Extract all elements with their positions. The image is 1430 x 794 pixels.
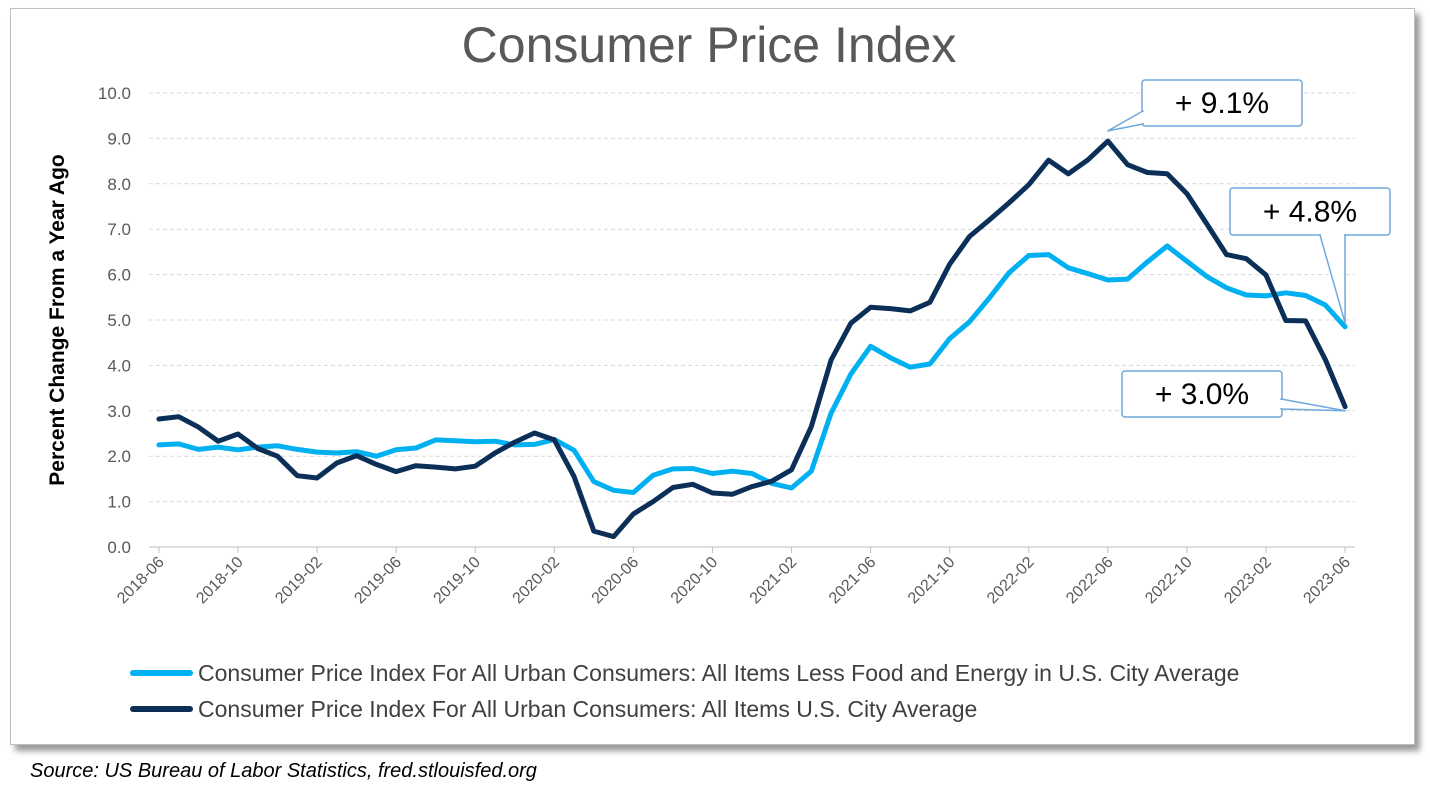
x-tick-label: 2018-10	[193, 554, 247, 608]
x-tick-label: 2022-02	[984, 554, 1038, 608]
callout-box	[1229, 187, 1391, 236]
y-tick-label: 1.0	[107, 493, 131, 512]
x-tick-label: 2021-02	[747, 554, 801, 608]
legend-label: Consumer Price Index For All Urban Consu…	[198, 696, 977, 722]
y-tick-label: 4.0	[107, 356, 131, 375]
series-line-all-items-cpi	[156, 138, 1348, 540]
x-tick-label: 2023-06	[1300, 554, 1354, 608]
y-tick-label: 0.0	[107, 538, 131, 557]
chart-title: Consumer Price Index	[462, 17, 957, 73]
x-tick-label: 2019-06	[351, 554, 405, 608]
x-tick-label: 2022-06	[1063, 554, 1117, 608]
x-tick-label: 2021-06	[826, 554, 880, 608]
x-tick-label: 2020-06	[589, 554, 643, 608]
series-line-core-cpi	[156, 243, 1348, 495]
callout-pointer	[1280, 398, 1346, 412]
y-tick-label: 3.0	[107, 402, 131, 421]
y-tick-label: 10.0	[98, 84, 131, 103]
y-axis-label: Percent Change From a Year Ago	[46, 154, 69, 485]
callout-box	[1121, 370, 1283, 418]
y-tick-label: 6.0	[107, 266, 131, 285]
x-tick-label: 2019-02	[272, 554, 326, 608]
y-tick-label: 8.0	[107, 175, 131, 194]
x-tick-label: 2018-06	[114, 554, 168, 608]
x-tick-label: 2019-10	[431, 554, 485, 608]
x-tick-label: 2020-10	[668, 554, 722, 608]
legend-label: Consumer Price Index For All Urban Consu…	[198, 660, 1239, 686]
x-tick-label: 2020-02	[510, 554, 564, 608]
y-tick-label: 5.0	[107, 311, 131, 330]
y-tick-label: 7.0	[107, 220, 131, 239]
source-note: Source: US Bureau of Labor Statistics, f…	[30, 760, 537, 782]
y-tick-label: 2.0	[107, 447, 131, 466]
y-tick-label: 9.0	[107, 129, 131, 148]
annotation-label: + 3.0%	[1155, 378, 1249, 411]
annotation-label: + 4.8%	[1263, 196, 1357, 229]
x-tick-label: 2022-10	[1142, 554, 1196, 608]
x-tick-label: 2023-02	[1221, 554, 1275, 608]
annotation-label: + 9.1%	[1175, 87, 1269, 120]
callout-pointer	[1107, 110, 1144, 132]
x-tick-label: 2021-10	[905, 554, 959, 608]
callout-box	[1141, 79, 1303, 127]
